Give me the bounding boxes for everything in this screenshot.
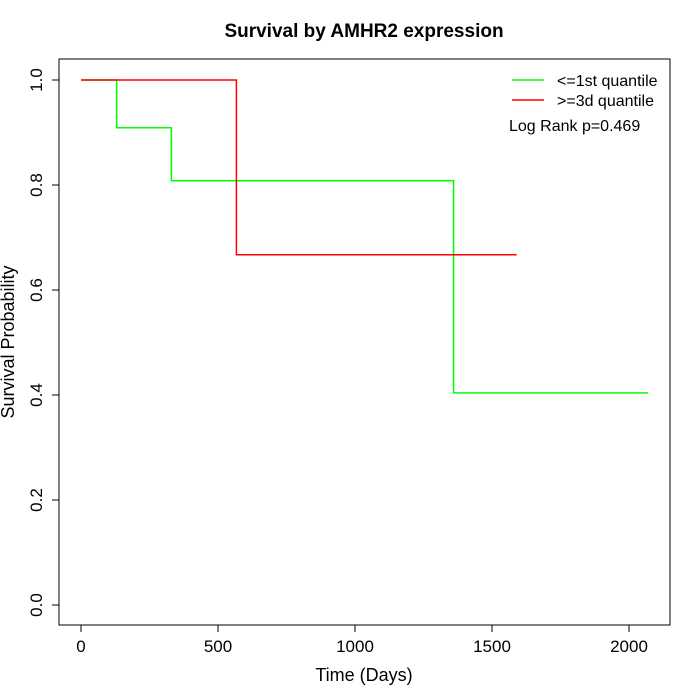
series-line-1 — [81, 79, 517, 256]
legend-label-0: <=1st quantile — [557, 73, 658, 90]
y-tick-label: 0.8 — [27, 173, 46, 197]
x-tick-label: 500 — [204, 637, 232, 656]
y-tick-label: 1.0 — [27, 68, 46, 92]
x-tick-label: 1000 — [336, 637, 374, 656]
y-axis: 0.0 0.2 0.4 0.6 0.8 1.0 — [27, 68, 60, 617]
x-tick-label: 1500 — [473, 637, 511, 656]
y-tick-label: 0.0 — [27, 593, 46, 617]
x-tick-label: 0 — [76, 637, 85, 656]
x-tick-label: 2000 — [610, 637, 648, 656]
y-tick-label: 0.2 — [27, 488, 46, 512]
x-axis: 0 500 1000 1500 2000 — [76, 624, 648, 656]
legend-label-1: >=3d quantile — [557, 93, 654, 110]
log-rank-annotation: Log Rank p=0.469 — [509, 118, 640, 135]
y-tick-label: 0.4 — [27, 383, 46, 407]
y-tick-label: 0.6 — [27, 278, 46, 302]
legend: <=1st quantile >=3d quantile — [512, 73, 658, 110]
series-line-0 — [81, 79, 649, 394]
y-axis-label: Survival Probability — [0, 265, 18, 418]
x-axis-label: Time (Days) — [315, 665, 412, 685]
series-layer — [81, 79, 649, 394]
chart-title: Survival by AMHR2 expression — [224, 21, 503, 42]
